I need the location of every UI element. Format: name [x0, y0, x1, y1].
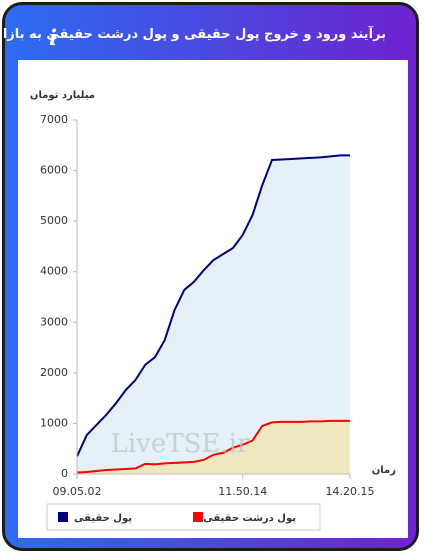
y-tick-label: 4000 — [40, 265, 68, 278]
series-line — [76, 154, 350, 457]
legend-swatch — [58, 512, 68, 522]
y-tick-label: 0 — [61, 467, 68, 480]
y-tick-label: 7000 — [40, 113, 68, 126]
x-tick-label: 11.50.14 — [218, 485, 267, 498]
legend-label: پول درشت حقیقی — [203, 513, 296, 524]
y-tick-label: 3000 — [40, 315, 68, 328]
card-title: برآیند ورود و خروج پول حقیقی و پول درشت … — [0, 27, 386, 42]
area-fill — [77, 420, 350, 474]
area-fill — [77, 155, 350, 474]
y-axis-title: میلیارد تومان — [30, 90, 95, 101]
y-tick-label: 2000 — [40, 366, 68, 379]
x-tick-label: 09.05.02 — [53, 485, 102, 498]
legend-box — [46, 503, 321, 531]
y-tick-label: 1000 — [40, 416, 68, 429]
y-tick-label: 6000 — [40, 164, 68, 177]
legend-label: پول حقیقی — [74, 513, 132, 524]
x-tick-label: 14.20.15 — [326, 485, 375, 498]
legend-swatch — [193, 512, 203, 522]
x-axis-title: زمان — [372, 465, 396, 476]
series-line — [76, 419, 350, 474]
y-tick-label: 5000 — [40, 214, 68, 227]
info-icon[interactable]: i — [49, 25, 57, 50]
watermark: LiveTSE.ir — [111, 429, 250, 459]
